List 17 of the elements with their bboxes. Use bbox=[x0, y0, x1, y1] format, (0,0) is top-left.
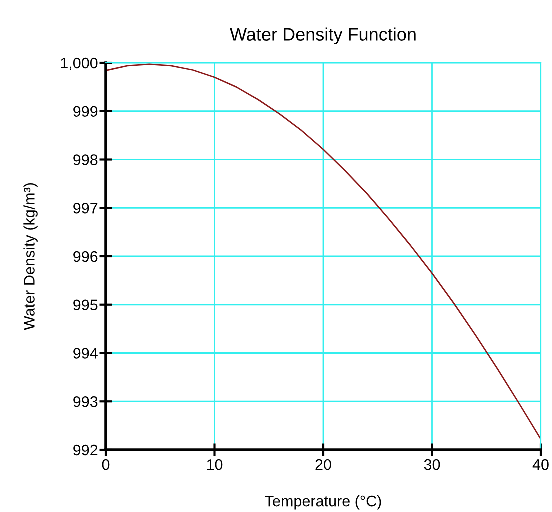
x-tick-label: 10 bbox=[207, 459, 223, 470]
y-tick-label: 995 bbox=[74, 300, 98, 311]
y-tick-label: 999 bbox=[74, 106, 98, 118]
y-tick-label: 993 bbox=[74, 396, 98, 408]
x-tick-label: 40 bbox=[532, 459, 549, 470]
chart-title: Water Density Function bbox=[230, 28, 416, 45]
x-tick-label: 20 bbox=[316, 459, 332, 470]
y-tick-label: 996 bbox=[74, 251, 98, 262]
y-tick-label: 992 bbox=[74, 444, 98, 456]
y-axis-title: Water Density (kg/m³) bbox=[24, 183, 38, 330]
x-tick-label: 30 bbox=[424, 459, 440, 470]
x-tick-label: 0 bbox=[102, 459, 110, 470]
x-axis-title: Temperature (°C) bbox=[265, 495, 382, 510]
y-tick-label: 1,000 bbox=[61, 58, 98, 70]
y-tick-label: 998 bbox=[74, 154, 98, 166]
y-tick-label: 994 bbox=[74, 348, 98, 359]
y-tick-label: 997 bbox=[74, 202, 98, 214]
